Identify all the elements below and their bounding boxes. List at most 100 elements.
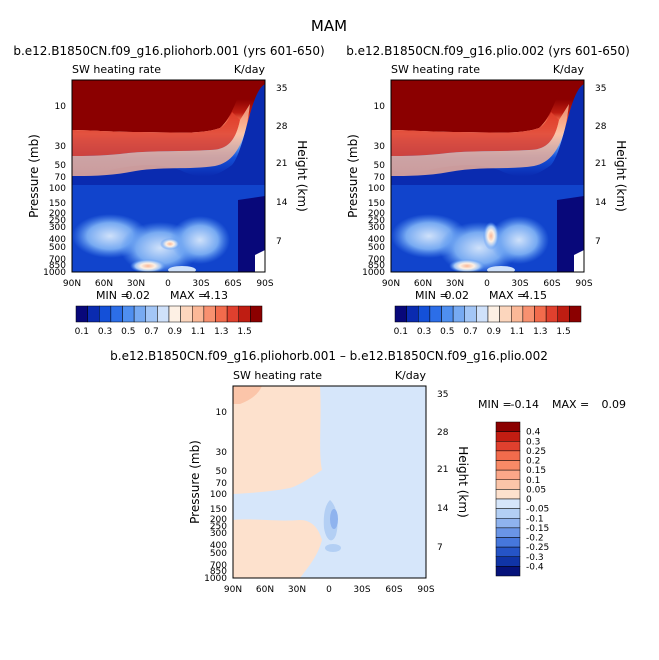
colorbar-swatch [238, 305, 251, 323]
colorbar-swatch [203, 305, 216, 323]
y-tick-label: 200 [368, 209, 385, 219]
diff-panel-header: b.e12.B1850CN.f09_g16.pliohorb.001 – b.e… [110, 349, 548, 363]
colorbar-label: -0.1 [526, 514, 544, 524]
colorbar-swatch [511, 305, 524, 323]
left-min-value: 0.02 [126, 289, 151, 302]
y-tick-label: 400 [49, 235, 66, 245]
x-tick-label: 60N [414, 279, 432, 289]
page-title: MAM [311, 17, 347, 35]
y-tick-label: 100 [368, 184, 385, 194]
diff-panel: b.e12.B1850CN.f09_g16.pliohorb.001 – b.e… [110, 349, 626, 595]
colorbar-label: 1.1 [191, 327, 205, 337]
right-min-value: 0.02 [445, 289, 470, 302]
diff-y2-axis-title: Height (km) [456, 446, 470, 517]
x-tick-label: 30N [127, 279, 145, 289]
colorbar-swatch [406, 305, 419, 323]
diff-max-value: 0.09 [602, 398, 627, 411]
colorbar-swatch [133, 305, 146, 323]
colorbar-swatch [75, 305, 88, 323]
colorbar-swatch [429, 305, 442, 323]
right-panel-header: b.e12.B1850CN.f09_g16.plio.002 (yrs 601-… [346, 44, 630, 58]
colorbar-label: -0.25 [526, 543, 549, 553]
colorbar-swatch [495, 469, 521, 480]
x-tick-label: 90S [417, 585, 434, 595]
diff-variable-label: SW heating rate [233, 369, 322, 382]
left-max-value: 4.13 [204, 289, 229, 302]
y-tick-label: 150 [49, 199, 66, 209]
y-tick-label: 50 [374, 161, 386, 171]
y-tick-label: 700 [210, 561, 227, 571]
left-min-label: MIN = [96, 289, 130, 302]
x-tick-label: 90N [63, 279, 81, 289]
colorbar-swatch [157, 305, 170, 323]
x-tick-label: 90S [256, 279, 273, 289]
colorbar-swatch [499, 305, 512, 323]
colorbar-label: 0.2 [526, 457, 540, 467]
left-x-axis: 90N 60N 30N 0 30S 60S 90S [63, 279, 274, 289]
colorbar-swatch [495, 441, 521, 452]
colorbar-swatch [569, 305, 582, 323]
colorbar-swatch [495, 566, 521, 577]
y-tick-label: 500 [49, 243, 66, 253]
right-min-label: MIN = [415, 289, 449, 302]
colorbar-label: 0.5 [121, 327, 135, 337]
right-x-axis: 90N 60N 30N 0 30S 60S 90S [382, 279, 593, 289]
y-tick-label: 850 [210, 567, 227, 577]
colorbar-label: 0.7 [144, 327, 158, 337]
colorbar-swatch [495, 537, 521, 548]
y-tick-label: 300 [49, 223, 66, 233]
right-y-axis-title: Pressure (mb) [346, 134, 360, 218]
x-tick-label: 30N [446, 279, 464, 289]
left-colorbar: 0.1 0.3 0.5 0.7 0.9 1.1 1.3 1.5 [75, 305, 263, 337]
colorbar-swatch [522, 305, 535, 323]
colorbar-swatch [487, 305, 500, 323]
y-tick-label: 100 [49, 184, 66, 194]
colorbar-swatch [226, 305, 239, 323]
y-tick-label: 200 [49, 209, 66, 219]
colorbar-label: -0.3 [526, 553, 544, 563]
diff-plot-frame [232, 385, 427, 579]
colorbar-swatch [145, 305, 158, 323]
colorbar-label: 1.3 [533, 327, 547, 337]
left-min-max: MIN = 0.02 MAX = 4.13 [96, 289, 228, 302]
x-tick-label: 60S [543, 279, 560, 289]
colorbar-label: -0.4 [526, 562, 544, 572]
left-y2-axis-title: Height (km) [295, 140, 309, 211]
y2-tick-label: 28 [276, 122, 288, 132]
diff-min-max: MIN = -0.14 MAX = 0.09 [478, 398, 626, 411]
right-contour-field [391, 80, 584, 272]
y-tick-label: 10 [216, 408, 228, 418]
colorbar-label: 0.1 [75, 327, 89, 337]
left-y-axis-title: Pressure (mb) [27, 134, 41, 218]
colorbar-label: -0.2 [526, 534, 544, 544]
y-tick-label: 700 [49, 255, 66, 265]
x-tick-label: 30S [192, 279, 209, 289]
colorbar-swatch [495, 498, 521, 509]
colorbar-swatch [557, 305, 570, 323]
colorbar-label: 0.3 [98, 327, 112, 337]
y-tick-label: 70 [374, 173, 386, 183]
left-variable-label: SW heating rate [72, 63, 161, 76]
colorbar-label: 0.9 [487, 327, 502, 337]
y-tick-label: 10 [55, 102, 67, 112]
colorbar-label: 0.25 [526, 447, 546, 457]
y2-tick-label: 35 [437, 390, 448, 400]
right-y2-axis: 35 28 21 14 7 [595, 84, 607, 247]
colorbar-swatch [495, 421, 521, 432]
colorbar-label: 0.05 [526, 485, 546, 495]
diff-x-axis: 90N 60N 30N 0 30S 60S 90S [224, 585, 435, 595]
y-tick-label: 400 [368, 235, 385, 245]
colorbar-swatch [495, 518, 521, 529]
right-colorbar: 0.1 0.3 0.5 0.7 0.9 1.1 1.3 1.5 [394, 305, 582, 337]
y-tick-label: 250 [210, 522, 227, 532]
colorbar-swatch [87, 305, 100, 323]
diff-units-label: K/day [395, 369, 427, 382]
y-tick-label: 1000 [362, 268, 385, 278]
colorbar-swatch [168, 305, 181, 323]
y2-tick-label: 28 [595, 122, 607, 132]
x-tick-label: 30N [288, 585, 306, 595]
y-tick-label: 50 [216, 467, 228, 477]
colorbar-swatch [495, 450, 521, 461]
colorbar-swatch [495, 556, 521, 567]
y-tick-label: 300 [368, 223, 385, 233]
